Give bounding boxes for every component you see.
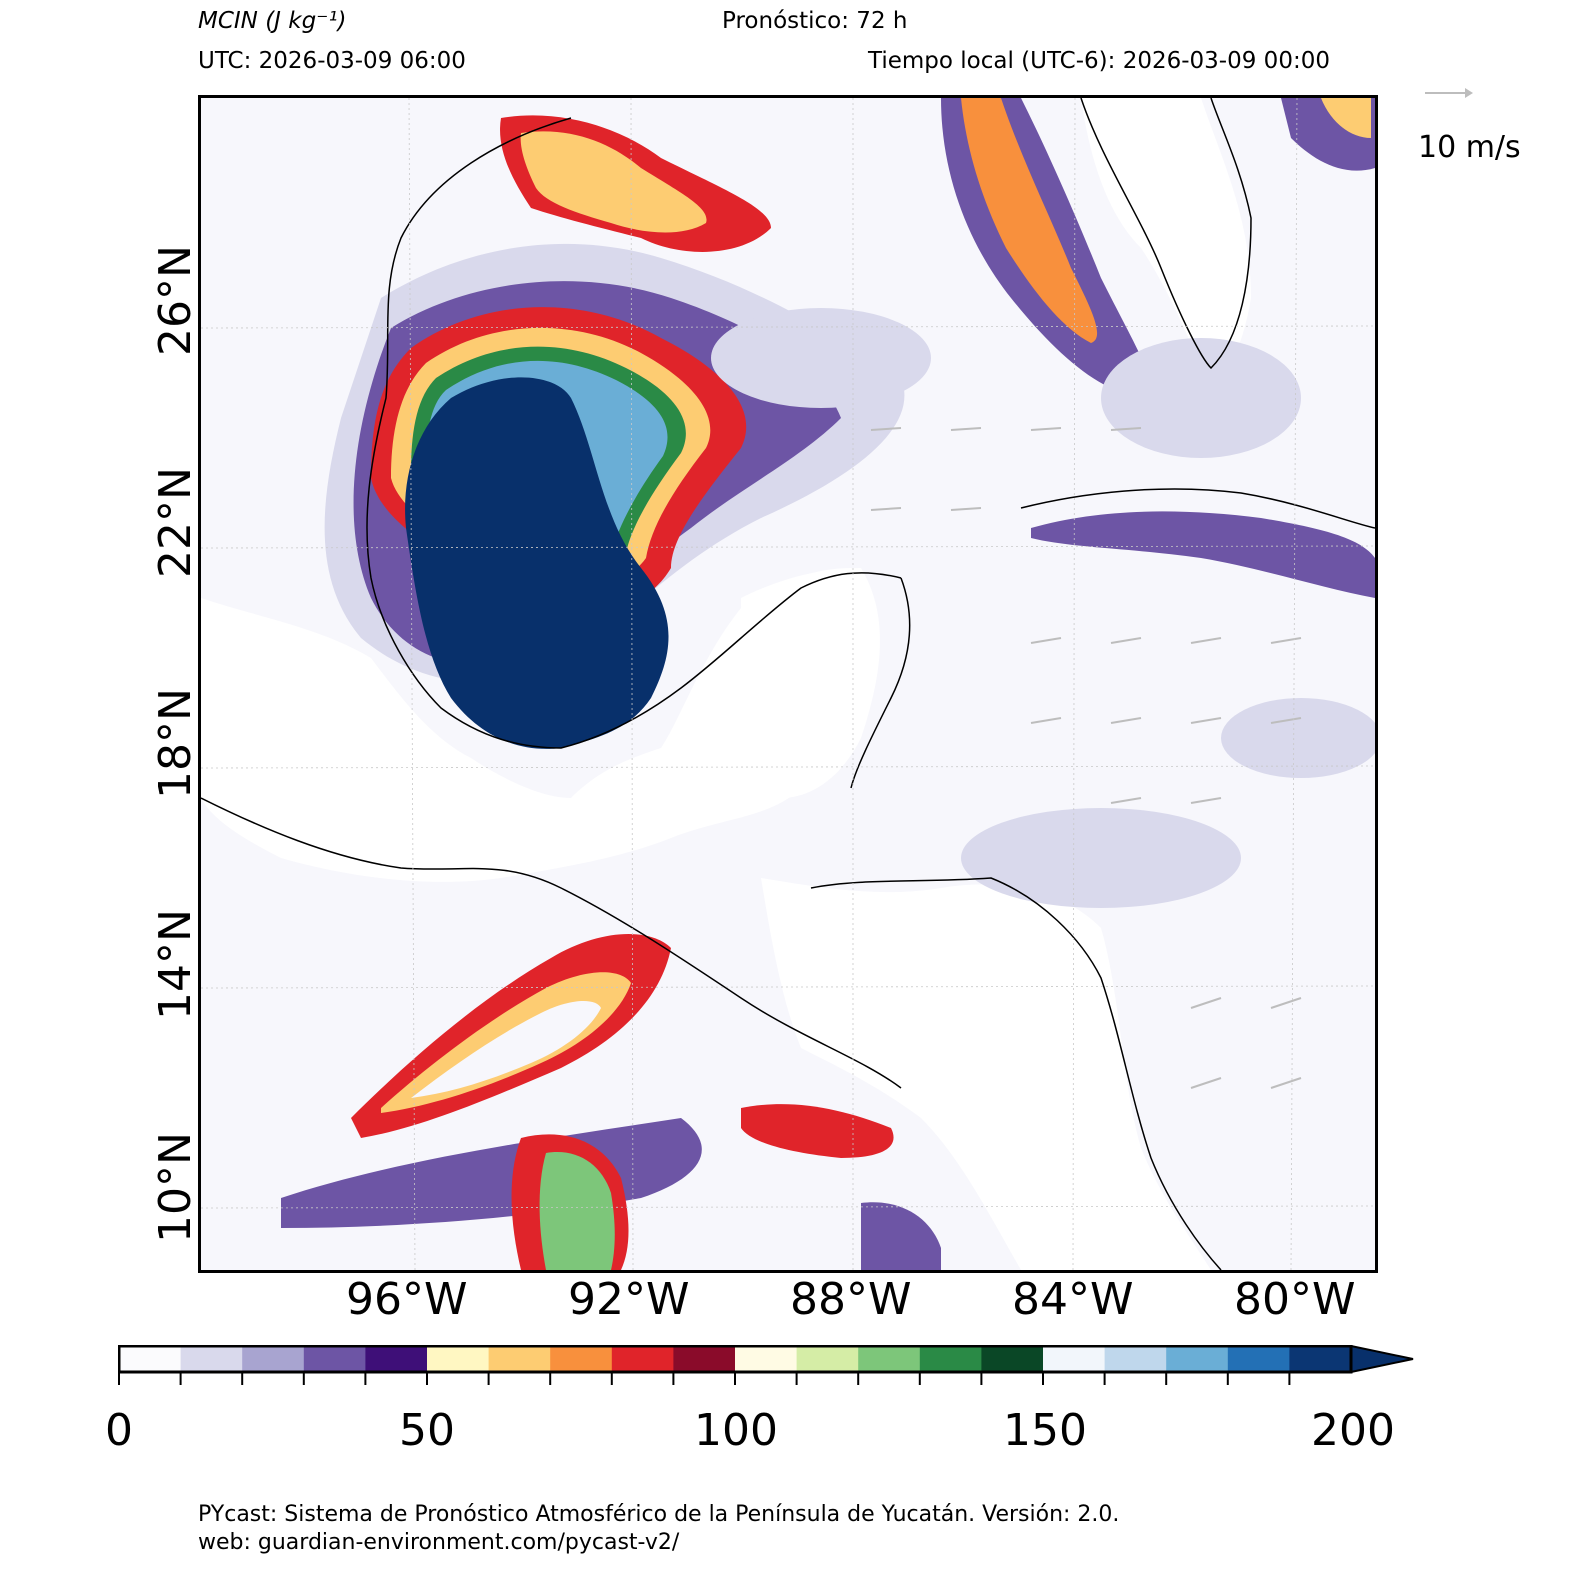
- local-time: Tiempo local (UTC-6): 2026-03-09 00:00: [868, 48, 1330, 74]
- colorbar: [118, 1345, 1414, 1385]
- lat-label-18n: 18°N: [150, 688, 201, 799]
- lat-label-10n: 10°N: [150, 1132, 201, 1243]
- lon-label-88w: 88°W: [790, 1274, 912, 1325]
- colorbar-cell: [796, 1346, 859, 1372]
- colorbar-cell: [1043, 1346, 1106, 1372]
- colorbar-cell: [981, 1346, 1044, 1372]
- variable-title: MCIN (J kg⁻¹): [198, 8, 347, 34]
- colorbar-cell: [180, 1346, 243, 1372]
- footer-web: web: guardian-environment.com/pycast-v2/: [198, 1530, 680, 1555]
- map-panel: [198, 95, 1378, 1273]
- colorbar-tick-200: 200: [1311, 1405, 1395, 1456]
- colorbar-cell: [611, 1346, 674, 1372]
- colorbar-cell: [119, 1346, 182, 1372]
- colorbar-tick-150: 150: [1003, 1405, 1087, 1456]
- colorbar-tick-100: 100: [694, 1405, 778, 1456]
- lon-label-84w: 84°W: [1012, 1274, 1134, 1325]
- colorbar-cell: [365, 1346, 428, 1372]
- colorbar-cell: [550, 1346, 613, 1372]
- colorbar-tick-0: 0: [105, 1405, 133, 1456]
- colorbar-cell: [858, 1346, 921, 1372]
- lon-label-92w: 92°W: [568, 1274, 690, 1325]
- utc-time: UTC: 2026-03-09 06:00: [198, 48, 466, 74]
- colorbar-cell: [303, 1346, 366, 1372]
- colorbar-cell: [1227, 1346, 1290, 1372]
- footer-credit: PYcast: Sistema de Pronóstico Atmosféric…: [198, 1502, 1120, 1527]
- colorbar-cell: [242, 1346, 305, 1372]
- colorbar-cell: [1166, 1346, 1229, 1372]
- colorbar-cell: [673, 1346, 736, 1372]
- mcin-field: [201, 98, 1375, 1270]
- colorbar-extend-arrow: [1350, 1345, 1414, 1374]
- colorbar-cell: [735, 1346, 798, 1372]
- lat-label-22n: 22°N: [150, 467, 201, 578]
- colorbar-cell: [488, 1346, 551, 1372]
- colorbar-tick-50: 50: [399, 1405, 455, 1456]
- colorbar-cell: [427, 1346, 490, 1372]
- forecast-hour: Pronóstico: 72 h: [722, 8, 908, 34]
- lat-label-14n: 14°N: [150, 909, 201, 1020]
- colorbar-cell: [1289, 1346, 1352, 1372]
- wind-key-label: 10 m/s: [1418, 130, 1521, 165]
- colorbar-cell: [919, 1346, 982, 1372]
- wind-key-arrow-icon: [1425, 88, 1473, 98]
- lon-label-80w: 80°W: [1234, 1274, 1356, 1325]
- lat-label-26n: 26°N: [150, 245, 201, 356]
- lon-label-96w: 96°W: [346, 1274, 468, 1325]
- colorbar-cell: [1104, 1346, 1167, 1372]
